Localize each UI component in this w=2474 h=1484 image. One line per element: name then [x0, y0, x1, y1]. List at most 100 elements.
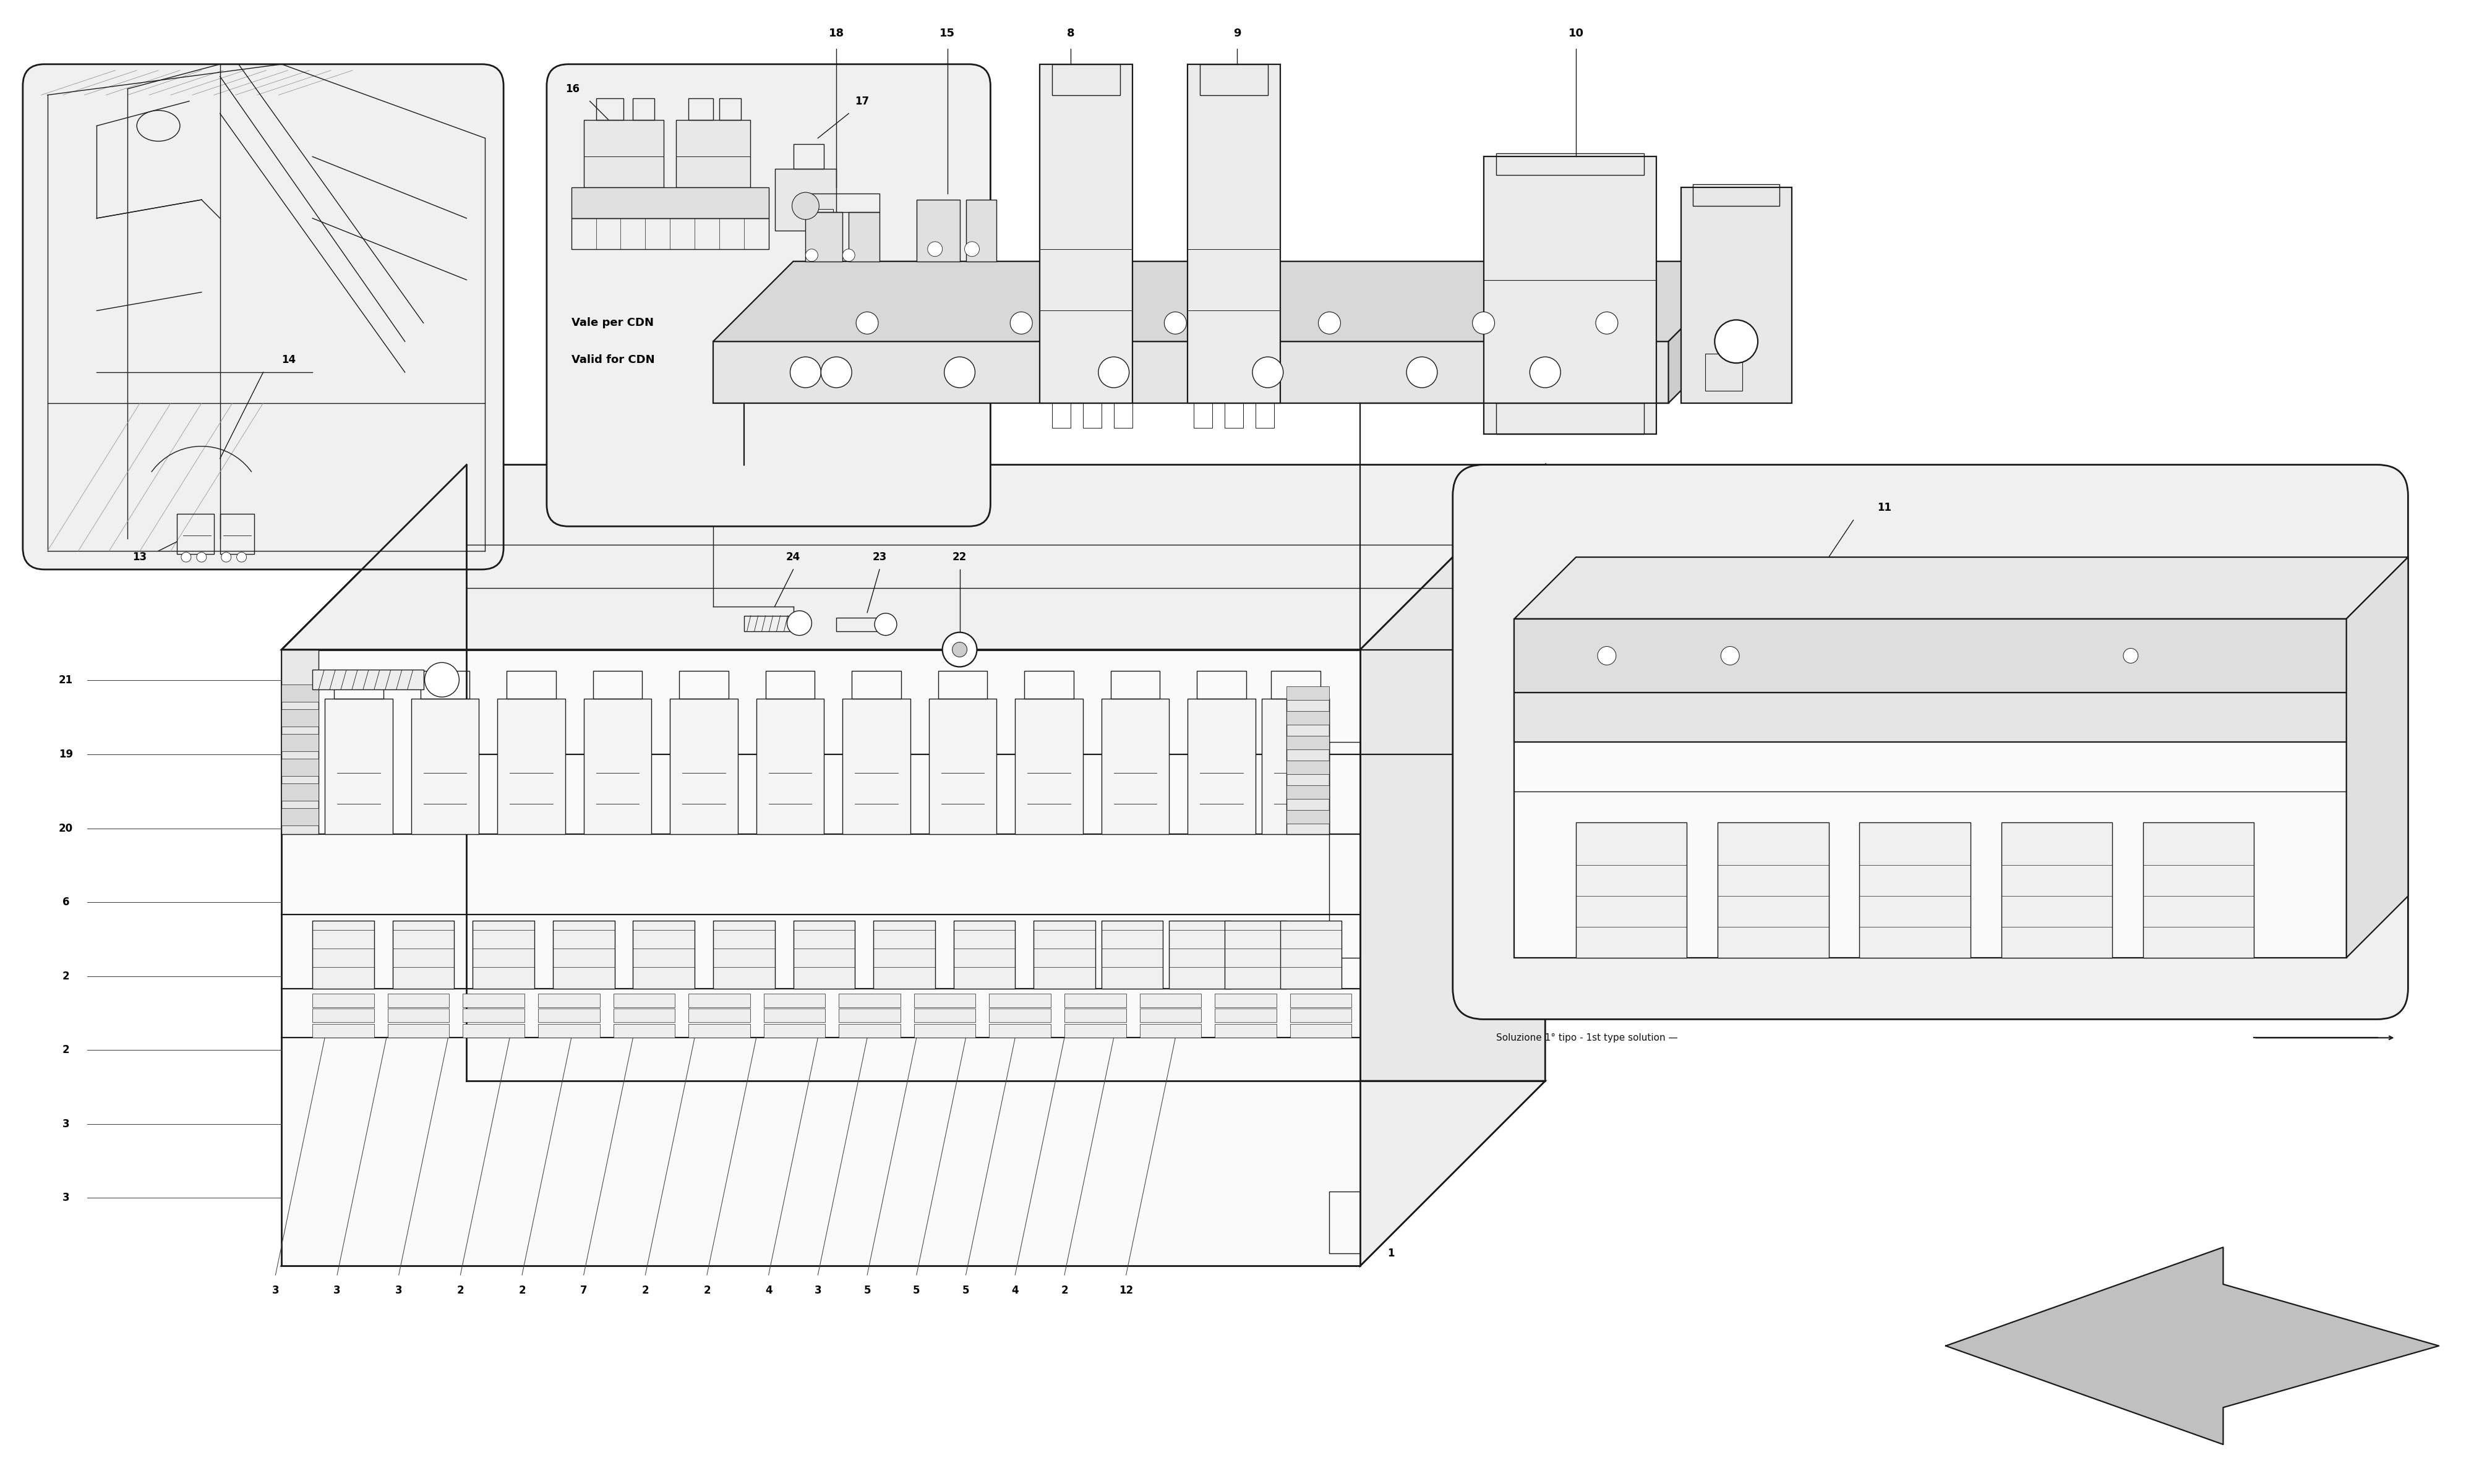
Polygon shape — [282, 1080, 1546, 1266]
Bar — [1289, 1009, 1351, 1022]
Bar — [688, 1009, 750, 1022]
Text: 20: 20 — [59, 822, 74, 834]
Text: 3: 3 — [272, 1285, 280, 1296]
Circle shape — [195, 552, 205, 562]
Text: 16: 16 — [564, 83, 579, 95]
Bar — [713, 341, 1667, 404]
Text: 10: 10 — [1569, 28, 1583, 39]
Bar — [764, 671, 814, 699]
Circle shape — [792, 193, 819, 220]
Bar — [1254, 404, 1274, 427]
Text: 5: 5 — [962, 1285, 970, 1296]
Bar — [688, 1024, 750, 1037]
Bar — [473, 920, 534, 988]
Bar — [990, 1024, 1051, 1037]
Bar — [421, 671, 470, 699]
Bar — [928, 699, 997, 834]
Bar — [393, 920, 455, 988]
Bar — [614, 1024, 675, 1037]
Circle shape — [220, 552, 230, 562]
Text: 1: 1 — [1388, 1248, 1395, 1258]
Bar — [713, 920, 774, 988]
Bar — [720, 98, 740, 120]
Bar — [463, 993, 524, 1008]
Bar — [836, 617, 881, 631]
Circle shape — [1408, 356, 1437, 387]
Bar — [334, 671, 383, 699]
Bar — [312, 1009, 374, 1022]
Text: 19: 19 — [59, 749, 74, 760]
Polygon shape — [1361, 464, 1546, 1266]
Circle shape — [181, 552, 190, 562]
Bar — [1286, 687, 1329, 700]
Bar — [851, 671, 901, 699]
Bar — [312, 920, 374, 988]
Bar — [1286, 810, 1329, 824]
Bar — [1692, 184, 1779, 206]
Bar — [913, 1009, 975, 1022]
Bar — [1497, 153, 1643, 175]
Bar — [282, 650, 1361, 1266]
Bar — [1188, 64, 1279, 404]
Bar — [1262, 699, 1329, 834]
Bar — [282, 758, 319, 776]
Bar — [497, 699, 564, 834]
Circle shape — [238, 552, 247, 562]
Bar — [1034, 920, 1096, 988]
Circle shape — [1009, 312, 1032, 334]
Text: 2: 2 — [62, 1045, 69, 1055]
Bar — [1286, 699, 1329, 834]
Text: 11: 11 — [1878, 502, 1890, 513]
Text: 3: 3 — [62, 1193, 69, 1204]
Bar — [1064, 993, 1126, 1008]
Circle shape — [943, 632, 977, 666]
Bar — [463, 1024, 524, 1037]
Bar — [675, 120, 750, 187]
Polygon shape — [1514, 556, 2407, 619]
Text: 4: 4 — [764, 1285, 772, 1296]
Bar — [745, 616, 794, 631]
Bar — [794, 144, 824, 169]
Bar — [807, 212, 844, 261]
Bar — [1717, 822, 1828, 957]
Text: 2: 2 — [703, 1285, 710, 1296]
Bar — [1141, 993, 1202, 1008]
Bar — [764, 1024, 826, 1037]
Circle shape — [1529, 356, 1561, 387]
Bar — [774, 169, 836, 230]
Bar — [1113, 404, 1133, 427]
Bar — [324, 699, 393, 834]
Circle shape — [787, 611, 811, 635]
Bar — [670, 699, 737, 834]
Text: 2: 2 — [1061, 1285, 1069, 1296]
Bar — [537, 993, 599, 1008]
Text: 3: 3 — [62, 1119, 69, 1129]
Bar — [1197, 671, 1247, 699]
Bar — [571, 187, 769, 218]
Bar — [938, 671, 987, 699]
Bar — [1064, 1024, 1126, 1037]
Bar — [764, 1009, 826, 1022]
Circle shape — [1319, 312, 1341, 334]
Text: Valid for CDN: Valid for CDN — [571, 355, 656, 365]
Text: 21: 21 — [59, 675, 74, 686]
Bar — [913, 1024, 975, 1037]
Bar — [312, 1024, 374, 1037]
Bar — [688, 98, 713, 120]
Circle shape — [1472, 312, 1494, 334]
Circle shape — [1714, 321, 1759, 364]
Bar — [1576, 822, 1687, 957]
Bar — [1195, 404, 1212, 427]
Bar — [794, 920, 856, 988]
Bar — [839, 1009, 901, 1022]
Bar — [1039, 64, 1133, 404]
Bar — [282, 650, 319, 834]
Circle shape — [2123, 649, 2138, 663]
Text: 6: 6 — [62, 896, 69, 908]
Text: 13: 13 — [134, 552, 146, 562]
Bar — [1514, 619, 2345, 957]
Text: 24: 24 — [787, 552, 802, 562]
Bar — [1286, 736, 1329, 749]
Bar — [1286, 711, 1329, 724]
Bar — [614, 993, 675, 1008]
